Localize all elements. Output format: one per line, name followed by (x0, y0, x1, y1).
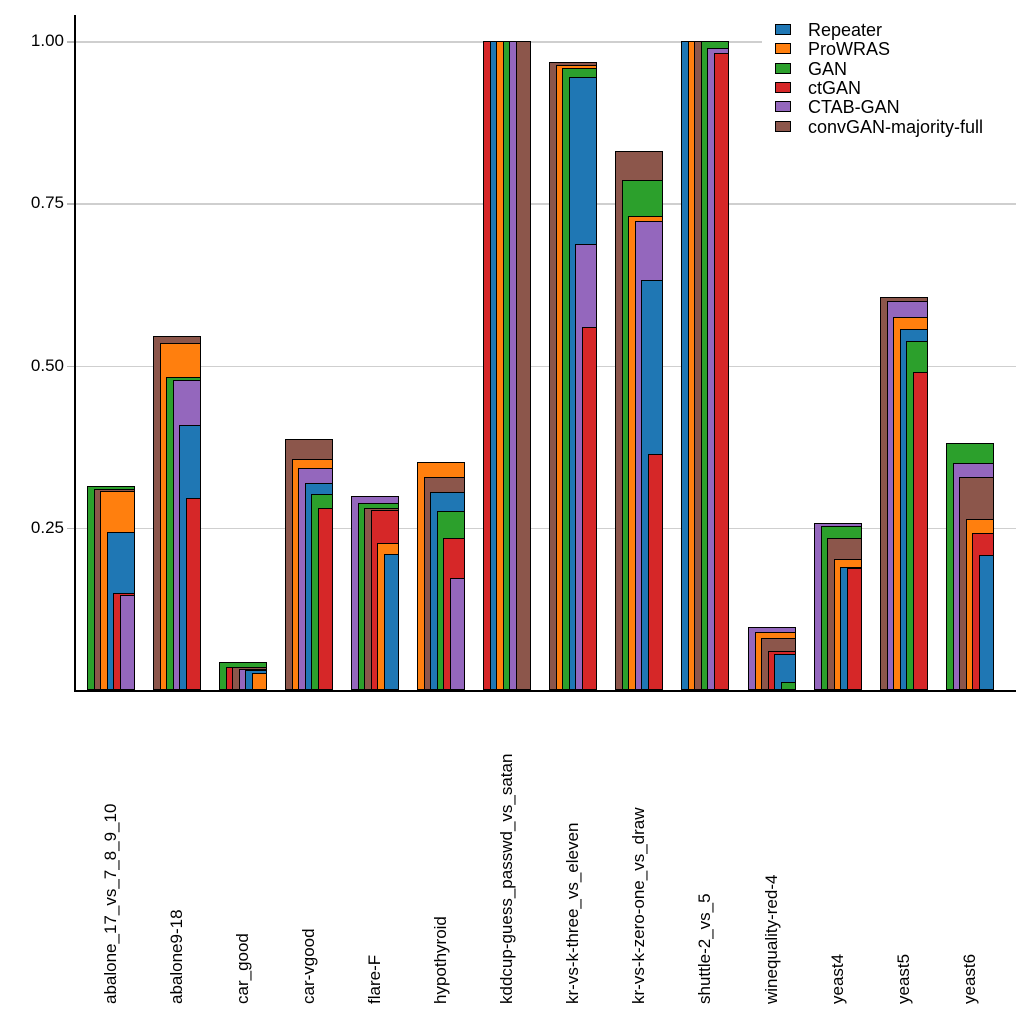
bar-GAN-winequality-red-4 (780, 682, 796, 690)
x-tick-label-text: kddcup-guess_passwd_vs_satan (497, 753, 517, 1004)
bar-ctGAN-kr-vs-k-zero-one_vs_draw (648, 453, 664, 690)
legend-label: Repeater (808, 20, 883, 40)
x-tick-label-text: yeast4 (827, 953, 847, 1004)
x-tick-label-text: yeast5 (893, 953, 913, 1004)
bar-ctGAN-yeast4 (846, 567, 862, 690)
bar-ctGAN-kr-vs-k-three_vs_eleven (582, 327, 598, 690)
x-tick-label-text: abalone_17_vs_7_8_9_10 (101, 803, 120, 1004)
gridline-0.25 (75, 527, 1016, 530)
legend-label: GAN (808, 58, 848, 79)
y-tick-label: 0.75 (30, 193, 64, 213)
y-tick-mark (67, 365, 75, 367)
x-tick-label-text: car-vgood (299, 928, 319, 1004)
x-tick-label-text: shuttle-2_vs_5 (695, 893, 715, 1004)
legend-item-Repeater: Repeater (775, 20, 1015, 40)
x-tick-label-text: car_good (233, 933, 253, 1004)
y-tick-mark (67, 527, 75, 530)
legend-swatch-icon (775, 81, 791, 93)
x-tick-label-text: kr-vs-k-three_vs_eleven (563, 822, 583, 1004)
bar-Repeater-flare-F (384, 553, 400, 690)
legend-background (762, 14, 1024, 140)
y-tick-mark (67, 203, 75, 205)
bar-ctGAN-yeast5 (912, 371, 928, 690)
legend-label: CTAB-GAN (808, 97, 900, 118)
legend-label: ctGAN (808, 77, 862, 98)
y-tick-mark (67, 41, 75, 43)
legend-item-convGAN-majority-full: convGAN-majority-full (775, 116, 1015, 137)
x-tick-label-text: winequality-red-4 (761, 874, 781, 1004)
gridline-0.75 (75, 203, 1016, 205)
y-tick-label: 0.50 (30, 355, 64, 375)
x-tick-label-text: abalone9-18 (167, 909, 187, 1004)
bar-convGAN-majority-full-kddcup-guess_passwd_vs_satan (516, 41, 532, 690)
gridline-0.50 (75, 365, 1016, 367)
bar-CTAB-GAN-abalone_17_vs_7_8_9_10 (120, 594, 135, 690)
legend-item-ctGAN: ctGAN (775, 77, 1015, 98)
gridline-1.00 (75, 41, 1016, 43)
legend-label: convGAN-majority-full (808, 116, 984, 137)
x-tick-label-text: hypothyroid (431, 916, 451, 1004)
legend-swatch-icon (775, 120, 791, 132)
x-tick-label-text: yeast6 (959, 953, 979, 1004)
bar-ctGAN-abalone9-18 (186, 497, 202, 690)
legend-swatch-icon (775, 24, 791, 35)
legend-swatch-icon (775, 43, 791, 55)
legend-label: ProWRAS (808, 39, 891, 60)
y-tick-label: 1.00 (30, 31, 64, 50)
legend-item-GAN: GAN (775, 58, 1015, 79)
x-tick-label-text: kr-vs-k-zero-one_vs_draw (629, 807, 649, 1005)
bar-CTAB-GAN-hypothyroid (450, 577, 466, 690)
legend-swatch-icon (775, 101, 791, 113)
x-axis-spine (74, 690, 1016, 692)
legend-item-CTAB-GAN: CTAB-GAN (775, 97, 1015, 118)
y-tick-label: 0.25 (30, 517, 64, 537)
bar-ctGAN-shuttle-2_vs_5 (714, 53, 730, 690)
bar-ProWRAS-car_good (252, 673, 268, 690)
x-tick-label-text: flare-F (365, 954, 385, 1004)
bar-ctGAN-car-vgood (318, 508, 334, 690)
legend-swatch-icon (775, 62, 791, 74)
bar-Repeater-yeast6 (978, 555, 994, 690)
y-axis-spine (74, 15, 76, 691)
legend-item-ProWRAS: ProWRAS (775, 39, 1015, 60)
